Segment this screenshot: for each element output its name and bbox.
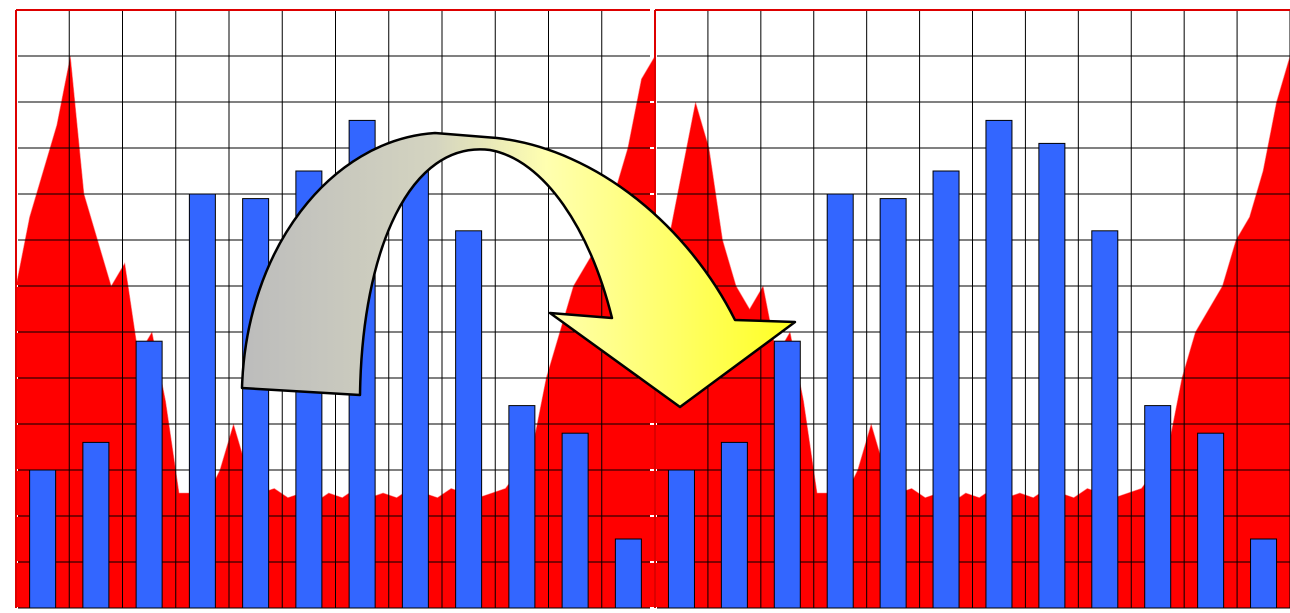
bar bbox=[879, 198, 907, 609]
bar bbox=[401, 142, 429, 609]
bar bbox=[985, 119, 1013, 609]
bar bbox=[1197, 432, 1225, 609]
bar bbox=[720, 441, 748, 609]
bar bbox=[242, 198, 270, 609]
bar bbox=[932, 170, 960, 609]
panel bbox=[650, 9, 1290, 609]
bar bbox=[667, 469, 695, 609]
bar bbox=[82, 441, 110, 609]
bar bbox=[561, 432, 589, 609]
curved-arrow bbox=[240, 131, 797, 409]
bar bbox=[1144, 405, 1172, 609]
bar bbox=[188, 193, 216, 609]
bar bbox=[135, 340, 163, 609]
bar bbox=[455, 230, 483, 609]
bar bbox=[1038, 142, 1066, 609]
bar bbox=[773, 340, 801, 609]
bar bbox=[614, 538, 642, 609]
bar bbox=[1250, 538, 1278, 609]
bar bbox=[826, 193, 854, 609]
bar bbox=[1091, 230, 1119, 609]
bar bbox=[508, 405, 536, 609]
plots bbox=[11, 9, 1290, 609]
bar bbox=[29, 469, 57, 609]
